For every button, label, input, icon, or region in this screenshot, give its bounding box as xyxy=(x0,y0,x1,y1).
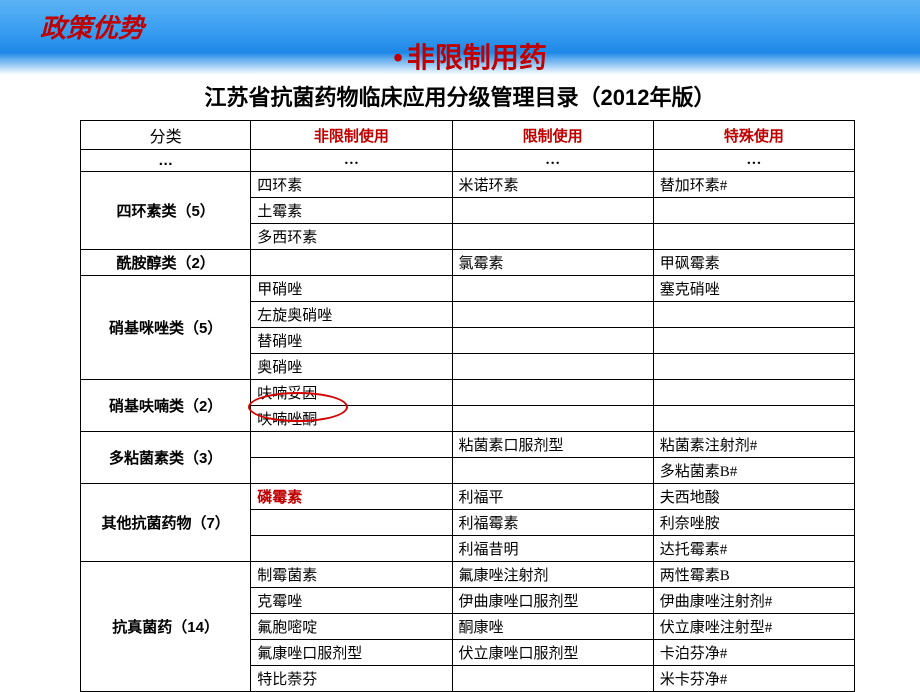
ellipsis-cell: … xyxy=(653,150,854,172)
table-header-row: 分类 非限制使用 限制使用 特殊使用 xyxy=(81,121,855,150)
data-cell xyxy=(452,406,653,432)
data-cell: 利福霉素 xyxy=(452,510,653,536)
category-cell: 其他抗菌药物（7） xyxy=(81,484,251,562)
data-cell xyxy=(251,432,452,458)
ellipsis-cell: … xyxy=(251,150,452,172)
table-body: …………四环素类（5）四环素米诺环素替加环素#土霉素多西环素酰胺醇类（2）氯霉素… xyxy=(81,150,855,692)
table-row: 硝基咪唑类（5）甲硝唑塞克硝唑 xyxy=(81,276,855,302)
data-cell xyxy=(452,328,653,354)
data-cell xyxy=(653,198,854,224)
data-cell: 伏立康唑注射型# xyxy=(653,614,854,640)
data-cell xyxy=(251,536,452,562)
data-cell xyxy=(452,302,653,328)
table-row: 四环素类（5）四环素米诺环素替加环素# xyxy=(81,172,855,198)
data-cell: 塞克硝唑 xyxy=(653,276,854,302)
data-cell: 夫西地酸 xyxy=(653,484,854,510)
category-cell: 抗真菌药（14） xyxy=(81,562,251,692)
data-cell xyxy=(251,458,452,484)
data-cell: 利福昔明 xyxy=(452,536,653,562)
category-cell: 多粘菌素类（3） xyxy=(81,432,251,484)
data-cell xyxy=(251,510,452,536)
category-cell: 四环素类（5） xyxy=(81,172,251,250)
data-cell: 四环素 xyxy=(251,172,452,198)
data-cell: 利奈唑胺 xyxy=(653,510,854,536)
data-cell: 伊曲康唑口服剂型 xyxy=(452,588,653,614)
data-cell: 磷霉素 xyxy=(251,484,452,510)
category-cell: 硝基咪唑类（5） xyxy=(81,276,251,380)
highlighted-drug: 磷霉素 xyxy=(257,490,302,506)
data-cell: 酮康唑 xyxy=(452,614,653,640)
data-cell: 多粘菌素B# xyxy=(653,458,854,484)
table-container: 分类 非限制使用 限制使用 特殊使用 …………四环素类（5）四环素米诺环素替加环… xyxy=(80,120,855,692)
category-cell: 酰胺醇类（2） xyxy=(81,250,251,276)
data-cell xyxy=(653,380,854,406)
col-header-category: 分类 xyxy=(81,121,251,150)
data-cell: 多西环素 xyxy=(251,224,452,250)
data-cell: 伏立康唑口服剂型 xyxy=(452,640,653,666)
ellipsis-cell: … xyxy=(452,150,653,172)
data-cell: 呋喃妥因 xyxy=(251,380,452,406)
col-header-special: 特殊使用 xyxy=(653,121,854,150)
data-cell xyxy=(452,276,653,302)
subheading: 非限制用药 xyxy=(0,36,920,76)
data-cell xyxy=(452,380,653,406)
data-cell: 氟康唑注射剂 xyxy=(452,562,653,588)
table-row: 多粘菌素类（3）粘菌素口服剂型粘菌素注射剂# xyxy=(81,432,855,458)
data-cell: 粘菌素注射剂# xyxy=(653,432,854,458)
data-cell: 粘菌素口服剂型 xyxy=(452,432,653,458)
data-cell: 克霉唑 xyxy=(251,588,452,614)
data-cell xyxy=(452,458,653,484)
data-cell: 米卡芬净# xyxy=(653,666,854,692)
data-cell xyxy=(251,250,452,276)
data-cell xyxy=(653,302,854,328)
table-row: 硝基呋喃类（2）呋喃妥因 xyxy=(81,380,855,406)
col-header-unrestricted: 非限制使用 xyxy=(251,121,452,150)
table-title: 江苏省抗菌药物临床应用分级管理目录（2012年版） xyxy=(0,80,920,112)
data-cell: 氟胞嘧啶 xyxy=(251,614,452,640)
data-cell: 氯霉素 xyxy=(452,250,653,276)
data-cell xyxy=(452,354,653,380)
data-cell xyxy=(653,328,854,354)
table-row: 酰胺醇类（2） 氯霉素甲砜霉素 xyxy=(81,250,855,276)
data-cell: 达托霉素# xyxy=(653,536,854,562)
data-cell xyxy=(452,666,653,692)
col-header-restricted: 限制使用 xyxy=(452,121,653,150)
data-cell: 利福平 xyxy=(452,484,653,510)
data-cell: 特比萘芬 xyxy=(251,666,452,692)
ellipsis-row: ………… xyxy=(81,150,855,172)
table-row: 抗真菌药（14）制霉菌素氟康唑注射剂两性霉素B xyxy=(81,562,855,588)
ellipsis-cell: … xyxy=(81,150,251,172)
data-cell: 替硝唑 xyxy=(251,328,452,354)
data-cell: 伊曲康唑注射剂# xyxy=(653,588,854,614)
data-cell: 制霉菌素 xyxy=(251,562,452,588)
data-cell: 奥硝唑 xyxy=(251,354,452,380)
data-cell: 土霉素 xyxy=(251,198,452,224)
data-cell: 左旋奥硝唑 xyxy=(251,302,452,328)
data-cell xyxy=(452,198,653,224)
data-cell: 替加环素# xyxy=(653,172,854,198)
data-cell: 两性霉素B xyxy=(653,562,854,588)
category-cell: 硝基呋喃类（2） xyxy=(81,380,251,432)
data-cell: 米诺环素 xyxy=(452,172,653,198)
data-cell: 甲硝唑 xyxy=(251,276,452,302)
data-cell: 呋喃唑酮 xyxy=(251,406,452,432)
data-cell xyxy=(653,406,854,432)
data-cell: 卡泊芬净# xyxy=(653,640,854,666)
data-cell: 氟康唑口服剂型 xyxy=(251,640,452,666)
classification-table: 分类 非限制使用 限制使用 特殊使用 …………四环素类（5）四环素米诺环素替加环… xyxy=(80,120,855,692)
table-row: 其他抗菌药物（7）磷霉素利福平夫西地酸 xyxy=(81,484,855,510)
data-cell: 甲砜霉素 xyxy=(653,250,854,276)
data-cell xyxy=(452,224,653,250)
data-cell xyxy=(653,354,854,380)
data-cell xyxy=(653,224,854,250)
